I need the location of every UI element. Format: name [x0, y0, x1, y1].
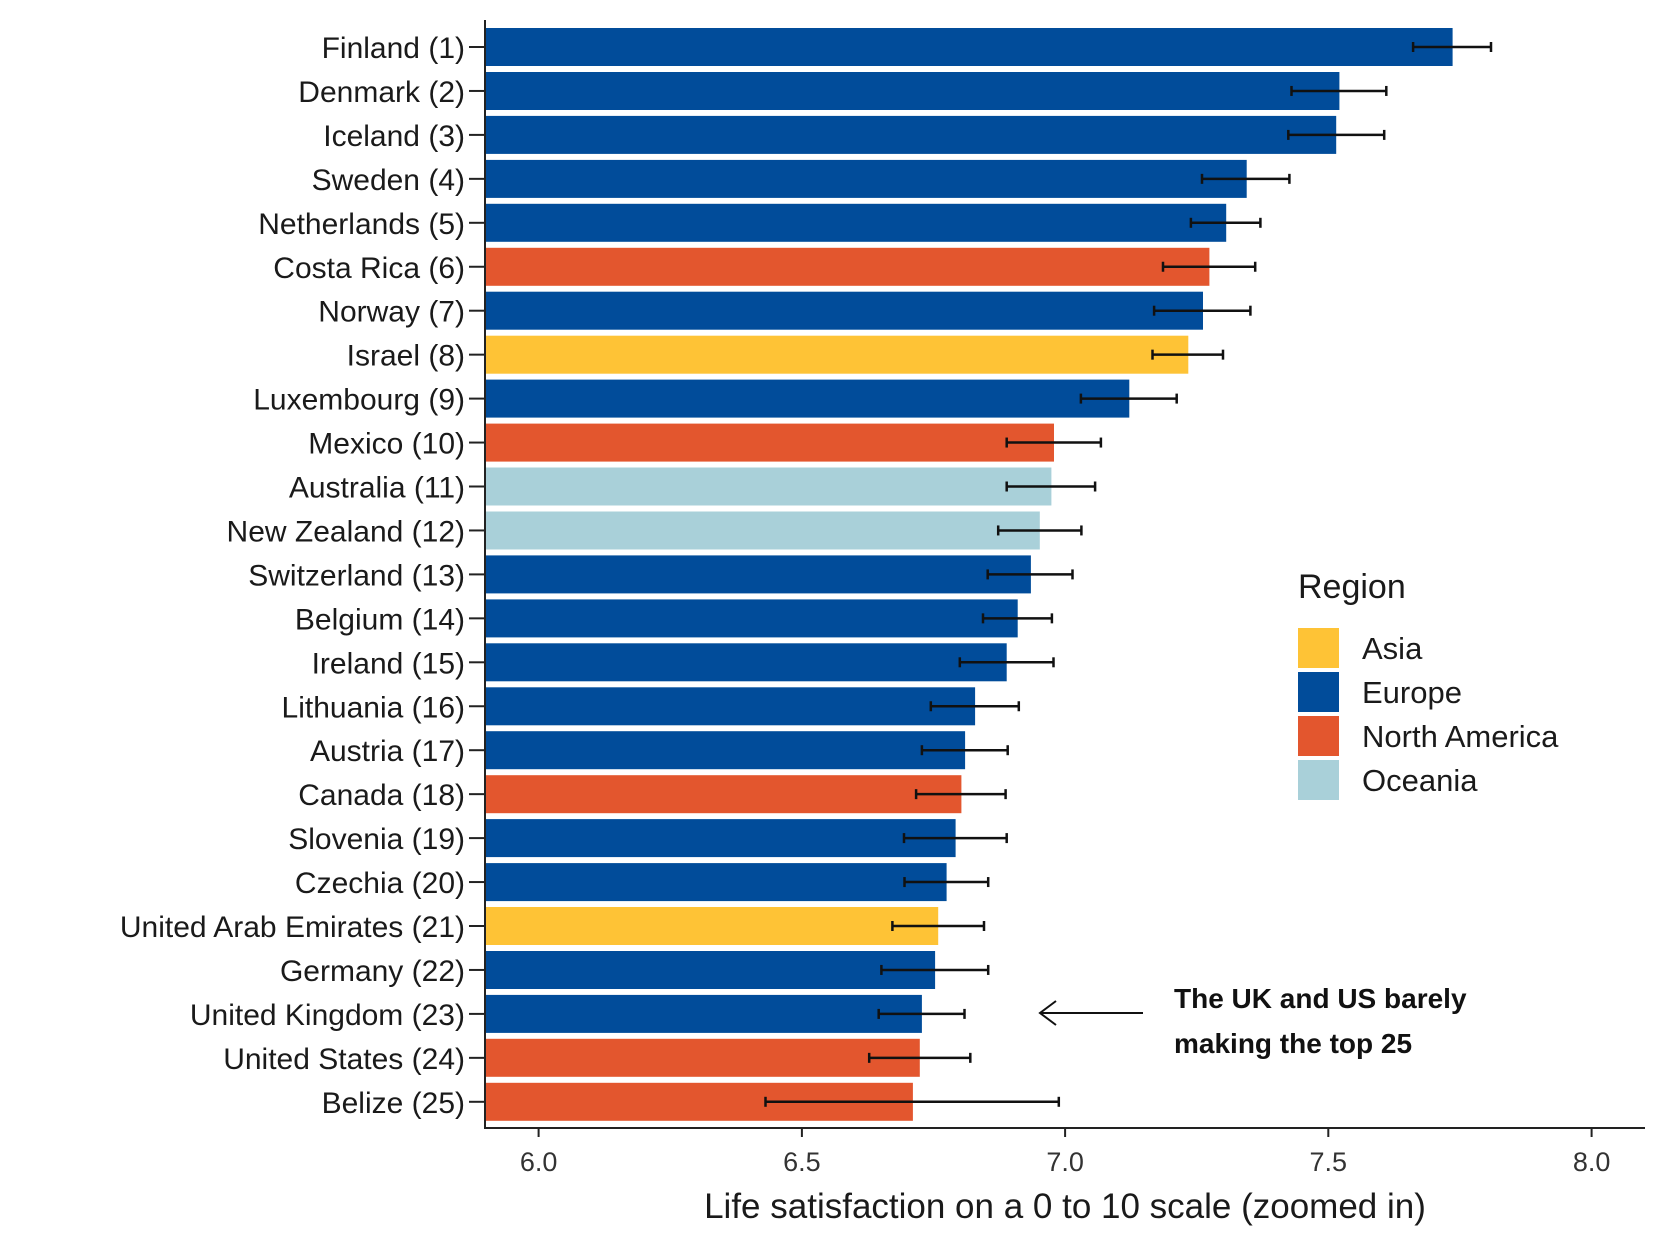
legend-title: Region — [1298, 568, 1406, 606]
bar — [485, 291, 1203, 330]
y-tick-label: Canada (18) — [298, 779, 465, 812]
legend-swatch — [1298, 760, 1339, 800]
x-tick-label: 7.5 — [1310, 1147, 1348, 1177]
y-tick-label: Norway (7) — [318, 296, 465, 329]
y-tick-label: Finland (1) — [322, 32, 465, 65]
bar — [485, 423, 1054, 462]
y-tick-label: Denmark (2) — [298, 76, 465, 109]
y-tick-label: Germany (22) — [280, 955, 465, 988]
bar — [485, 643, 1007, 682]
y-tick-label: Switzerland (13) — [248, 559, 465, 592]
bar — [485, 1038, 920, 1077]
bar — [485, 467, 1052, 506]
bar — [485, 863, 947, 902]
y-tick-label: Luxembourg (9) — [253, 384, 465, 417]
y-tick-label: Costa Rica (6) — [273, 252, 465, 285]
x-axis: 6.0 6.5 7.0 7.5 8.0 — [484, 1127, 1645, 1177]
y-tick-label: United Arab Emirates (21) — [120, 911, 465, 944]
bar — [485, 28, 1453, 66]
y-tick-label: Mexico (10) — [308, 428, 465, 461]
y-tick-label: Belgium (14) — [295, 603, 465, 636]
bar — [485, 687, 976, 726]
y-tick-label: Ireland (15) — [312, 647, 465, 680]
y-tick-label: Israel (8) — [347, 340, 465, 373]
annotation: The UK and US barely making the top 25 — [1038, 983, 1467, 1059]
x-tick-label: 6.5 — [783, 1147, 821, 1177]
annotation-line-1: The UK and US barely — [1174, 983, 1467, 1014]
bar — [485, 72, 1340, 110]
x-tick-label: 7.0 — [1046, 1147, 1084, 1177]
y-tick-label: Belize (25) — [322, 1087, 465, 1120]
legend-label: Asia — [1362, 631, 1423, 666]
y-tick-label: United States (24) — [223, 1043, 465, 1076]
legend: Region Asia Europe North America Oceania — [1298, 568, 1559, 800]
bar — [485, 731, 966, 770]
legend-swatch — [1298, 672, 1339, 712]
bar — [485, 379, 1130, 418]
y-tick-label: Slovenia (19) — [288, 823, 465, 856]
bar — [485, 951, 936, 989]
x-axis-title: Life satisfaction on a 0 to 10 scale (zo… — [704, 1187, 1426, 1226]
error-bars-layer — [764, 42, 1493, 1107]
y-tick-label: United Kingdom (23) — [190, 999, 465, 1032]
legend-label: Oceania — [1362, 763, 1478, 798]
bar — [485, 159, 1247, 198]
y-tick-label: Iceland (3) — [323, 120, 465, 153]
bar — [485, 335, 1189, 374]
bar — [485, 907, 939, 945]
y-axis: Finland (1) Denmark (2) Iceland (3) Sweden … — [120, 20, 486, 1129]
y-tick-label: Sweden (4) — [312, 164, 465, 197]
bar — [485, 599, 1018, 638]
legend-label: North America — [1362, 719, 1559, 754]
y-tick-label: Netherlands (5) — [258, 208, 465, 241]
bar — [485, 247, 1210, 286]
bar — [485, 775, 962, 814]
legend-swatch — [1298, 628, 1339, 668]
y-tick-label: Czechia (20) — [295, 867, 465, 900]
y-tick-label: Australia (11) — [289, 472, 465, 505]
legend-swatch — [1298, 716, 1339, 756]
bar — [485, 115, 1337, 154]
annotation-arrow-head-icon — [1038, 1000, 1057, 1026]
y-tick-label: Austria (17) — [310, 735, 465, 768]
bar — [485, 555, 1031, 594]
bar — [485, 994, 922, 1033]
y-tick-label: New Zealand (12) — [227, 515, 465, 548]
y-tick-label: Lithuania (16) — [282, 691, 465, 724]
x-tick-label: 6.0 — [520, 1147, 558, 1177]
bar — [485, 511, 1040, 550]
legend-label: Europe — [1362, 675, 1462, 710]
x-tick-label: 8.0 — [1573, 1147, 1611, 1177]
bar — [485, 203, 1227, 242]
bar — [485, 819, 956, 858]
annotation-line-2: making the top 25 — [1174, 1028, 1412, 1059]
